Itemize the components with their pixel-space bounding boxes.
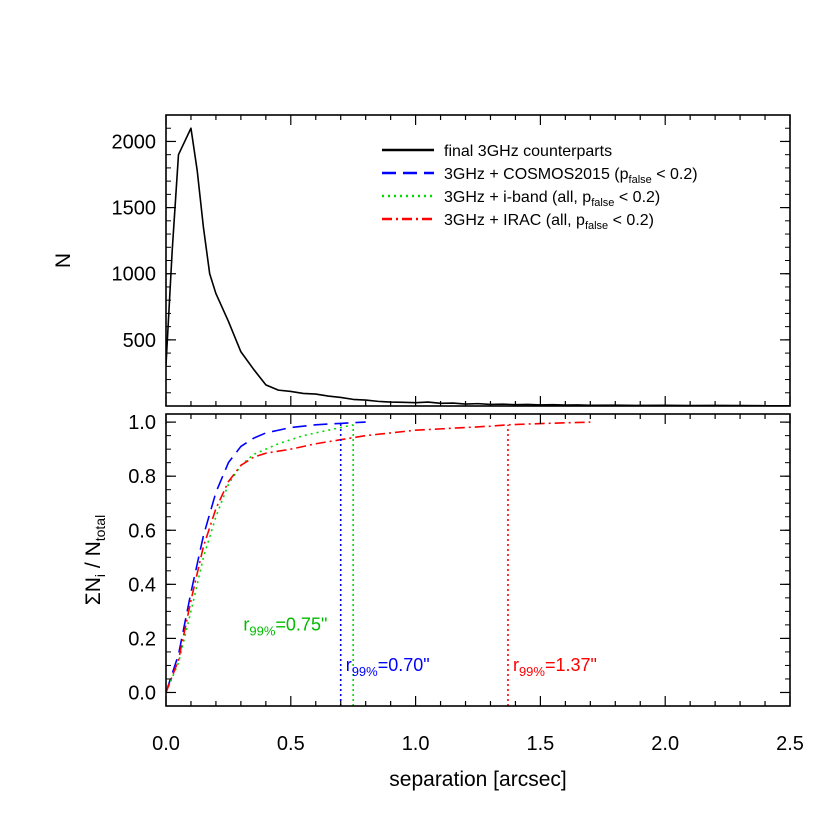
- bottom-y-tick-label: 0.8: [128, 466, 156, 488]
- top-y-tick-label: 1000: [112, 264, 157, 286]
- bottom-plot-frame: [165, 413, 791, 707]
- x-tick-label: 1.5: [526, 733, 554, 755]
- bottom-y-tick-label: 0.6: [128, 520, 156, 542]
- legend-label: 3GHz + COSMOS2015 (pfalse < 0.2): [444, 166, 698, 186]
- bottom-panel: 0.0 0.5 1.0 1.5 2.0 2.5 0.0 0.2 0.4 0.6 0.8 1.0 r99%…: [82, 412, 804, 791]
- r99-annotation: r99%=1.37": [513, 655, 597, 679]
- top-y-tick-label: 2000: [112, 131, 157, 153]
- bottom-y-tick-label: 0.4: [128, 574, 156, 596]
- bottom-y-tick-label: 1.0: [128, 412, 156, 434]
- x-tick-label: 0.5: [277, 733, 305, 755]
- legend-label: final 3GHz counterparts: [444, 143, 612, 160]
- r99-annotation: r99%=0.75": [243, 614, 327, 638]
- series-line-cosmos2015: [166, 421, 366, 693]
- bottom-y-tick-label: 0.0: [128, 682, 156, 704]
- bottom-y-axis-label: ΣNi / Ntotal: [82, 515, 108, 605]
- x-tick-label: 0.0: [152, 733, 180, 755]
- x-axis-label: separation [arcsec]: [389, 768, 566, 791]
- x-tick-label: 2.0: [651, 733, 679, 755]
- series-line-i-band: [166, 424, 354, 693]
- legend-label: 3GHz + i-band (all, pfalse < 0.2): [444, 189, 660, 209]
- bottom-y-tick-label: 0.2: [128, 628, 156, 650]
- x-tick-label: 2.5: [776, 733, 804, 755]
- top-y-tick-label: 500: [123, 330, 156, 352]
- top-y-tick-label: 1500: [112, 198, 157, 220]
- legend-label: 3GHz + IRAC (all, pfalse < 0.2): [444, 212, 654, 232]
- series-line-irac: [166, 421, 591, 693]
- bottom-series-group: [166, 421, 591, 706]
- r99-annotation: r99%=0.70": [346, 655, 430, 679]
- x-tick-label: 1.0: [402, 733, 430, 755]
- top-y-axis-label: N: [52, 253, 75, 268]
